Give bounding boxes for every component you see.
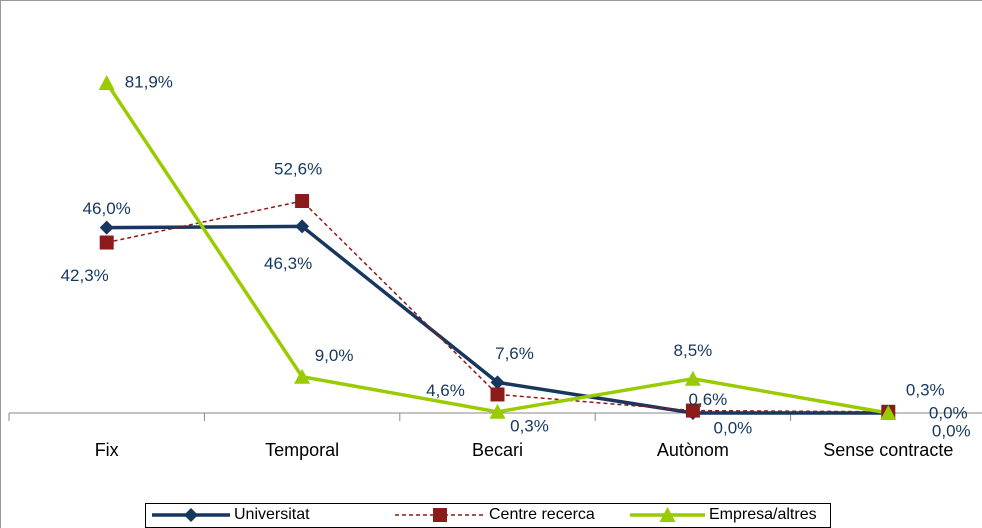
marker [295, 194, 310, 209]
marker [294, 368, 311, 384]
data-label: 7,6% [495, 344, 534, 363]
legend-box [145, 503, 831, 528]
legend-label: Centre recerca [489, 506, 595, 523]
data-label: 46,0% [83, 199, 131, 218]
data-label: 0,3% [906, 380, 945, 399]
data-label: 0,0% [714, 418, 753, 437]
marker [684, 370, 701, 386]
marker [685, 403, 700, 418]
x-tick-label: Fix [95, 440, 119, 460]
legend-label: Universitat [234, 506, 310, 523]
data-label: 46,3% [264, 254, 312, 273]
marker [659, 507, 676, 522]
x-tick-label: Becari [472, 440, 523, 460]
marker [433, 508, 447, 522]
marker [489, 403, 506, 419]
data-label: 8,5% [674, 341, 713, 360]
marker [295, 219, 310, 234]
data-label: 81,9% [125, 72, 173, 91]
marker [184, 508, 198, 522]
marker [490, 387, 505, 402]
x-tick-label: Sense contracte [823, 440, 953, 460]
marker [99, 235, 114, 250]
legend-label: Empresa/altres [709, 506, 817, 523]
data-label: 0,3% [510, 416, 549, 435]
data-label: 0,6% [689, 390, 728, 409]
marker [490, 375, 505, 390]
x-tick-label: Autònom [657, 440, 729, 460]
marker [880, 405, 897, 420]
data-label: 0,0% [932, 421, 971, 440]
marker [98, 74, 115, 90]
marker [99, 220, 114, 235]
series-line [106, 200, 889, 413]
data-label: 52,6% [274, 160, 322, 179]
x-tick-label: Temporal [265, 440, 339, 460]
data-label: 42,3% [61, 266, 109, 285]
series-line [105, 81, 889, 415]
data-label: 4,6% [426, 381, 465, 400]
data-label: 9,0% [315, 346, 354, 365]
data-label: 0,0% [929, 403, 968, 422]
